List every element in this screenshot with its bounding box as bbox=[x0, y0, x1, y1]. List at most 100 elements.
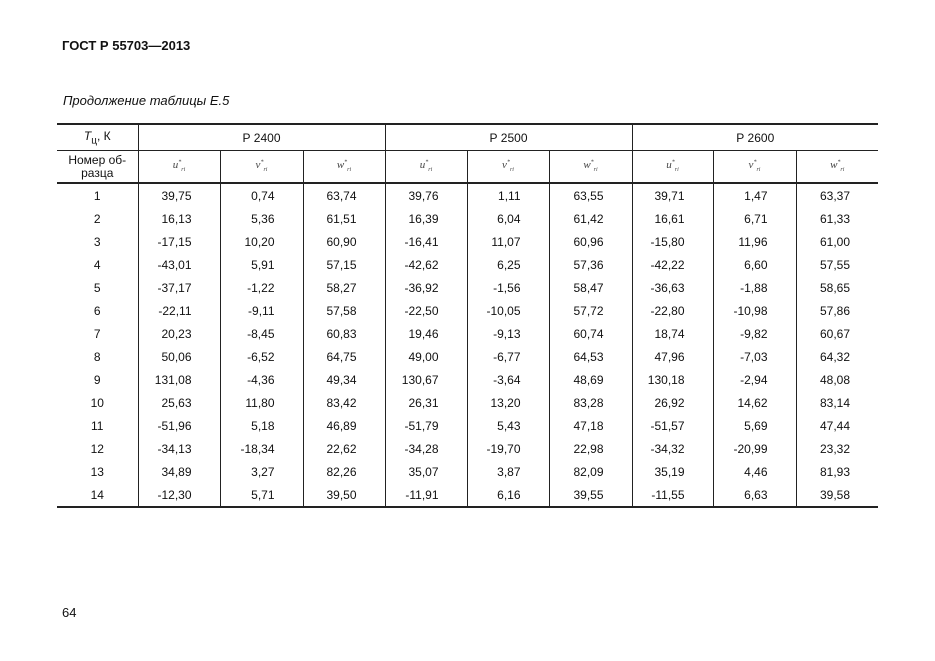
sample-number: 2 bbox=[57, 207, 139, 230]
symbol-base: w bbox=[336, 158, 345, 171]
sample-number: 4 bbox=[57, 253, 139, 276]
symbol: w*ri bbox=[336, 158, 352, 173]
value-cell: -10,05 bbox=[466, 299, 550, 322]
value-cell: 64,32 bbox=[795, 345, 878, 368]
value-cell: 35,07 bbox=[384, 460, 468, 483]
value-cell: 60,90 bbox=[302, 230, 386, 253]
value-cell: 39,50 bbox=[302, 483, 386, 508]
value-cell: -9,11 bbox=[219, 299, 304, 322]
value-cell: 5,18 bbox=[219, 414, 304, 437]
symbol: u*ri bbox=[666, 159, 679, 173]
value-cell: 16,39 bbox=[384, 207, 468, 230]
value-cell: 131,08 bbox=[137, 368, 221, 391]
value-cell: 16,13 bbox=[137, 207, 221, 230]
data-row: 9 131,08 -4,36 49,34 130,67 -3,64 48,69 130,18-… bbox=[57, 368, 878, 391]
value-cell: 11,07 bbox=[466, 230, 550, 253]
subheader-row: Номер об- разца u*ri v*ri w*ri u*ri v*ri w*ri u… bbox=[57, 150, 878, 184]
value-cell: 83,42 bbox=[302, 391, 386, 414]
value-cell: 20,23 bbox=[137, 322, 221, 345]
value-cell: -22,80 bbox=[631, 299, 714, 322]
value-cell: -51,96 bbox=[137, 414, 221, 437]
value-cell: 22,62 bbox=[302, 437, 386, 460]
group-header: Р 2400 bbox=[137, 123, 386, 151]
group-header: Р 2600 bbox=[631, 123, 878, 151]
sample-number: 8 bbox=[57, 345, 139, 368]
value-cell: 39,75 bbox=[137, 183, 221, 207]
sample-number: 13 bbox=[57, 460, 139, 483]
data-row: 12 -34,13 -18,34 22,62 -34,28 -19,70 22,98 -34,… bbox=[57, 437, 878, 460]
value-cell: 3,87 bbox=[466, 460, 550, 483]
value-cell: 35,19 bbox=[631, 460, 714, 483]
value-cell: -42,62 bbox=[384, 253, 468, 276]
value-cell: -34,32 bbox=[631, 437, 714, 460]
value-cell: -2,94 bbox=[712, 368, 797, 391]
symbol-sup: * bbox=[671, 159, 675, 166]
value-cell: 49,34 bbox=[302, 368, 386, 391]
corner-rest: , К bbox=[96, 128, 111, 143]
value-cell: 48,69 bbox=[548, 368, 633, 391]
value-cell: 6,71 bbox=[712, 207, 797, 230]
value-cell: 6,60 bbox=[712, 253, 797, 276]
value-cell: 64,53 bbox=[548, 345, 633, 368]
value-cell: 47,18 bbox=[548, 414, 633, 437]
value-cell: -18,34 bbox=[219, 437, 304, 460]
value-cell: -4,36 bbox=[219, 368, 304, 391]
value-cell: 11,96 bbox=[712, 230, 797, 253]
corner-sub: ц bbox=[91, 135, 97, 147]
value-cell: -16,41 bbox=[384, 230, 468, 253]
sample-number: 5 bbox=[57, 276, 139, 299]
value-cell: -9,82 bbox=[712, 322, 797, 345]
symbol-sup: * bbox=[506, 159, 510, 166]
value-cell: -19,70 bbox=[466, 437, 550, 460]
value-cell: 26,31 bbox=[384, 391, 468, 414]
value-cell: -20,99 bbox=[712, 437, 797, 460]
value-cell: -43,01 bbox=[137, 253, 221, 276]
symbol-base: u bbox=[419, 158, 426, 171]
symbol-base: v bbox=[748, 158, 754, 171]
value-cell: 26,92 bbox=[631, 391, 714, 414]
data-row: 8 50,06 -6,52 64,75 49,00 -6,77 64,53 47,96 -7,0… bbox=[57, 345, 878, 368]
value-cell: 81,93 bbox=[795, 460, 878, 483]
value-cell: -51,79 bbox=[384, 414, 468, 437]
value-cell: 6,16 bbox=[466, 483, 550, 508]
value-cell: -17,15 bbox=[137, 230, 221, 253]
value-cell: -7,03 bbox=[712, 345, 797, 368]
sample-number: 6 bbox=[57, 299, 139, 322]
data-row: 13 34,89 3,27 82,26 35,07 3,87 82,09 35,19 4,46 8… bbox=[57, 460, 878, 483]
value-cell: -1,56 bbox=[466, 276, 550, 299]
value-cell: -12,30 bbox=[137, 483, 221, 508]
value-cell: 39,55 bbox=[548, 483, 633, 508]
symbol-sub: ri bbox=[674, 166, 679, 173]
value-cell: -51,57 bbox=[631, 414, 714, 437]
column-header: u*ri bbox=[631, 150, 714, 184]
value-cell: -3,64 bbox=[466, 368, 550, 391]
value-cell: 130,18 bbox=[631, 368, 714, 391]
value-cell: -36,92 bbox=[384, 276, 468, 299]
value-cell: 1,47 bbox=[712, 183, 797, 207]
data-row: 1 39,75 0,74 63,74 39,76 1,11 63,55 39,71 1,47 63… bbox=[57, 183, 878, 207]
data-row: 6 -22,11 -9,11 57,58 -22,50 -10,05 57,72 -22,80… bbox=[57, 299, 878, 322]
sample-number: 14 bbox=[57, 483, 139, 508]
value-cell: -9,13 bbox=[466, 322, 550, 345]
symbol-base: v bbox=[255, 158, 261, 171]
value-cell: 83,28 bbox=[548, 391, 633, 414]
value-cell: 83,14 bbox=[795, 391, 878, 414]
data-row: 3 -17,15 10,20 60,90 -16,41 11,07 60,96 -15,80 1… bbox=[57, 230, 878, 253]
symbol: v*ri bbox=[255, 158, 268, 173]
symbol-sub: ri bbox=[347, 166, 352, 173]
data-row: 2 16,13 5,36 61,51 16,39 6,04 61,42 16,61 6,71 61… bbox=[57, 207, 878, 230]
corner-cell: Tц, К bbox=[57, 123, 139, 151]
symbol-sup: * bbox=[178, 159, 182, 166]
column-header: u*ri bbox=[137, 150, 221, 184]
value-cell: 82,09 bbox=[548, 460, 633, 483]
value-cell: 19,46 bbox=[384, 322, 468, 345]
value-cell: 10,20 bbox=[219, 230, 304, 253]
symbol-sub: ri bbox=[263, 166, 268, 173]
value-cell: -34,28 bbox=[384, 437, 468, 460]
value-cell: 46,89 bbox=[302, 414, 386, 437]
column-header: v*ri bbox=[712, 150, 797, 184]
data-row: 14 -12,30 5,71 39,50 -11,91 6,16 39,55 -11,55 6,… bbox=[57, 483, 878, 508]
